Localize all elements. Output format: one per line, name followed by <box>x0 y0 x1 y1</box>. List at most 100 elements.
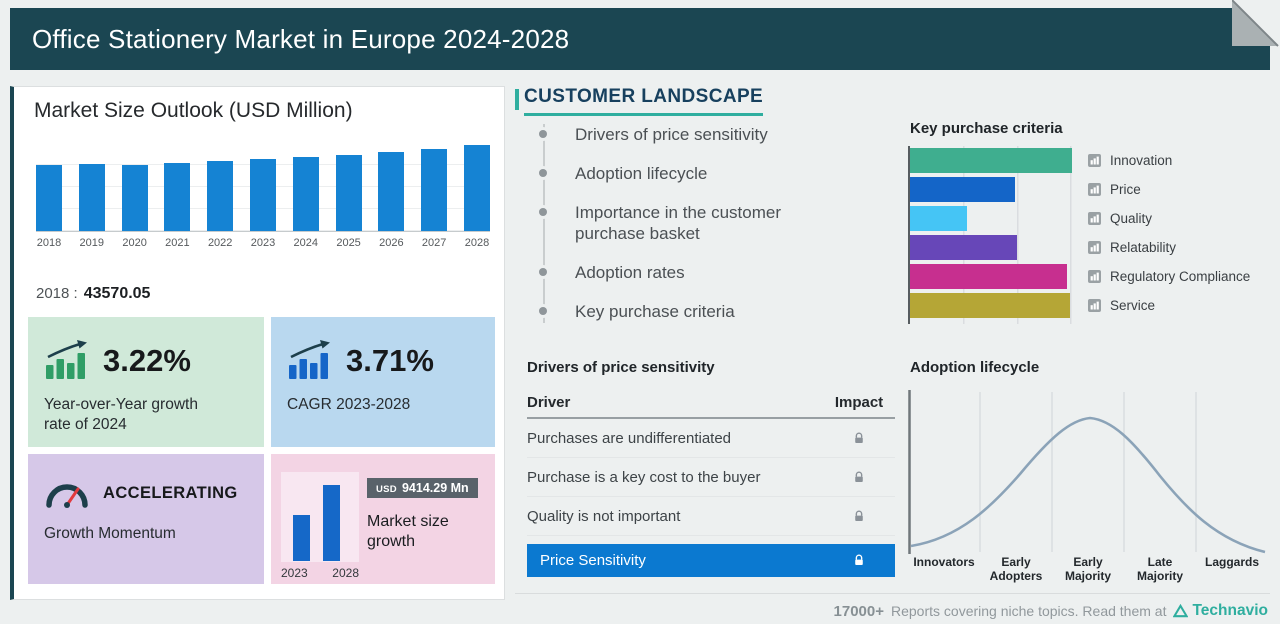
market-size-growth-card: 2023 2028 USD 9414.29 Mn Market size gro… <box>271 454 495 584</box>
growth-start-year: 2023 <box>281 566 308 580</box>
market-bar-year-label: 2025 <box>336 237 361 249</box>
market-bar-2020 <box>121 165 148 231</box>
impact-lock-icon <box>823 431 895 446</box>
key-purchase-legend: Innovation Price Quality Relatability Regula… <box>1088 146 1250 320</box>
growth-bar-2023 <box>293 515 310 561</box>
base-year-note: 2018 : 43570.05 <box>36 285 150 303</box>
base-year-value: 43570.05 <box>83 285 151 302</box>
growth-end-year: 2028 <box>332 566 359 580</box>
market-bar-2026 <box>378 152 405 231</box>
cagr-label: CAGR 2023-2028 <box>287 396 411 413</box>
market-bar-year-label: 2024 <box>293 237 319 249</box>
growth-currency: USD <box>376 484 397 495</box>
market-bar-year-label: 2020 <box>122 237 147 249</box>
impact-lock-icon <box>823 470 895 485</box>
market-bar-2027 <box>421 149 448 231</box>
kpc-legend-item-innovation: Innovation <box>1088 146 1250 175</box>
kpc-legend-label: Regulatory Compliance <box>1110 269 1251 284</box>
market-size-title: Market Size Outlook (USD Million) <box>34 99 353 122</box>
price-driver-row: Purchase is a key cost to the buyer <box>527 458 895 497</box>
landscape-topics-list: Drivers of price sensitivity Adoption lif… <box>539 124 825 323</box>
momentum-value: ACCELERATING <box>103 483 238 502</box>
customer-landscape-heading: CUSTOMER LANDSCAPE <box>524 86 764 116</box>
price-sensitivity-highlight-row: Price Sensitivity <box>527 544 895 577</box>
header-bar: Office Stationery Market in Europe 2024-… <box>10 8 1270 70</box>
reports-count: 17000+ <box>833 602 884 620</box>
cagr-card: 3.71% CAGR 2023-2028 <box>271 317 495 447</box>
bar-growth-icon <box>289 340 330 379</box>
kpc-bar-regulatory-compliance <box>910 264 1068 289</box>
market-size-panel: Market Size Outlook (USD Million) 2018 20… <box>10 86 505 600</box>
price-sensitivity-label: Price Sensitivity <box>540 552 646 569</box>
kpc-bar-innovation <box>910 148 1072 173</box>
momentum-label: Growth Momentum <box>44 525 176 542</box>
kpc-legend-item-price: Price <box>1088 175 1250 204</box>
impact-column-header: Impact <box>834 393 884 411</box>
landscape-list-item: Adoption lifecycle <box>539 163 825 185</box>
legend-chart-icon <box>1088 270 1101 283</box>
growth-momentum-card: ACCELERATING Growth Momentum <box>28 454 264 584</box>
kpc-bar-relatability <box>910 235 1017 260</box>
price-table-rows: Purchases are undifferentiated Purchase i… <box>527 419 895 577</box>
landscape-list-item: Key purchase criteria <box>539 301 825 323</box>
base-year-label: 2018 : <box>36 285 78 302</box>
legend-chart-icon <box>1088 212 1101 225</box>
adoption-lifecycle-curve <box>908 390 1266 554</box>
adoption-stage-labels: Innovators Early Adopters Early Majority La… <box>908 555 1268 584</box>
price-driver-label: Purchases are undifferentiated <box>527 429 732 447</box>
bar-growth-icon <box>46 340 87 379</box>
price-table-header: Driver Impact <box>527 387 895 419</box>
market-bar-2022 <box>207 161 234 231</box>
yoy-growth-label: Year-over-Year growth rate of 2024 <box>44 396 198 434</box>
impact-lock-icon <box>823 509 895 524</box>
kpc-legend-label: Relatability <box>1110 240 1177 255</box>
yoy-growth-value: 3.22% <box>103 342 191 378</box>
market-size-chart: 2018 2019 2020 2021 2022 2023 2024 2025 2026 2027… <box>36 143 490 249</box>
market-bar-2028 <box>463 145 490 231</box>
market-bar-year-label: 2027 <box>421 237 447 249</box>
market-size-year-labels: 2018 2019 2020 2021 2022 2023 2024 2025 2026 2027… <box>36 237 490 249</box>
growth-momentum-header: ACCELERATING <box>44 476 248 510</box>
adoption-stage-label: Early Adopters <box>989 555 1043 583</box>
growth-mini-years: 2023 2028 <box>281 566 359 580</box>
legend-chart-icon <box>1088 183 1101 196</box>
legend-chart-icon <box>1088 154 1101 167</box>
heading-accent-bar <box>515 89 519 110</box>
adoption-stage-label: Early Majority <box>1064 555 1111 583</box>
kpc-legend-label: Price <box>1110 182 1141 197</box>
landscape-list-item: Importance in the customer purchase bask… <box>539 202 825 246</box>
impact-lock-icon <box>823 553 895 568</box>
technavio-logo[interactable]: Technavio <box>1173 602 1268 620</box>
legend-chart-icon <box>1088 299 1101 312</box>
price-driver-row: Quality is not important <box>527 497 895 536</box>
price-driver-label: Purchase is a key cost to the buyer <box>527 468 761 486</box>
growth-label: Market size growth <box>367 513 449 550</box>
market-bar-year-label: 2019 <box>79 237 105 249</box>
stat-cards-grid: 3.22% Year-over-Year growth rate of 2024… <box>28 317 495 584</box>
footer-divider <box>515 593 1270 594</box>
market-bar-year-label: 2022 <box>207 237 233 249</box>
adoption-stage-label: Laggards <box>1204 555 1259 569</box>
cagr-value: 3.71% <box>346 342 434 378</box>
speedometer-icon <box>46 484 88 508</box>
adoption-stage-label: Innovators <box>913 555 975 569</box>
kpc-bar-service <box>910 293 1071 318</box>
cagr-header: 3.71% <box>287 339 479 381</box>
kpc-legend-item-service: Service <box>1088 291 1250 320</box>
market-bar-2018 <box>36 165 62 231</box>
kpc-bar-quality <box>910 206 967 231</box>
market-bar-year-label: 2026 <box>379 237 404 249</box>
driver-column-header: Driver <box>527 393 571 411</box>
adoption-lifecycle-title: Adoption lifecycle <box>910 359 1040 376</box>
landscape-list-item: Adoption rates <box>539 262 825 284</box>
kpc-legend-label: Service <box>1110 298 1156 313</box>
market-bar-2023 <box>249 159 276 231</box>
technavio-triangle-icon <box>1173 604 1189 618</box>
customer-landscape-panel: CUSTOMER LANDSCAPE Drivers of price sens… <box>515 86 1270 600</box>
kpc-legend-label: Innovation <box>1110 153 1173 168</box>
page-title: Office Stationery Market in Europe 2024-… <box>32 23 570 54</box>
price-sensitivity-table: Driver Impact Purchases are undifferenti… <box>527 387 895 577</box>
adoption-stage-label: Late Majority <box>1136 555 1183 583</box>
market-bar-2024 <box>292 157 319 231</box>
